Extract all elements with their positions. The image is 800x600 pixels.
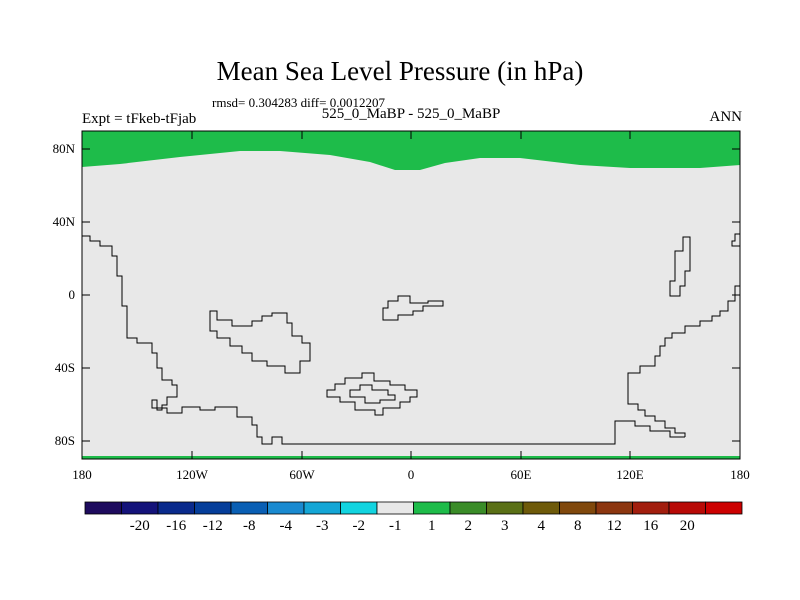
- colorbar-label: 8: [574, 518, 582, 534]
- axis-ticks: [81, 131, 741, 459]
- island-central-north: [382, 295, 444, 321]
- colorbar-swatch: [413, 501, 451, 515]
- lat-label-40s: 40S: [54, 360, 75, 375]
- colorbar-swatch: [303, 501, 341, 515]
- lon-label-180e: 180: [730, 467, 750, 482]
- coastlines: [82, 233, 740, 445]
- colorbar-swatch: [595, 501, 633, 515]
- lon-label-60w: 60W: [289, 467, 315, 482]
- island-central-south-inner: [349, 384, 396, 404]
- continent-east: [627, 285, 740, 437]
- lat-label-80s: 80S: [54, 433, 75, 448]
- colorbar-label: 16: [643, 518, 659, 534]
- colorbar-swatch: [449, 501, 487, 515]
- lon-label-0: 0: [407, 467, 415, 482]
- colorbar-swatch: [705, 501, 743, 515]
- colorbar: [84, 501, 743, 515]
- north-positive-band: [82, 131, 740, 170]
- colorbar-swatch: [376, 501, 414, 515]
- season-label: ANN: [709, 109, 743, 125]
- colorbar-swatch: [121, 501, 159, 515]
- lat-label-80n: 80N: [52, 141, 75, 156]
- colorbar-swatch: [668, 501, 706, 515]
- colorbar-swatch: [340, 501, 378, 515]
- colorbar-swatch: [559, 501, 597, 515]
- colorbar-label: 2: [464, 518, 473, 534]
- colorbar-swatch: [522, 501, 560, 515]
- colorbar-swatch: [486, 501, 524, 515]
- lat-label-0: 0: [68, 287, 76, 302]
- colorbar-label: -16: [166, 518, 187, 534]
- lon-label-120w: 120W: [176, 467, 208, 482]
- colorbar-label: -1: [389, 518, 402, 534]
- period-label: 525_0_MaBP - 525_0_MaBP: [321, 106, 501, 122]
- colorbar-label: -4: [279, 518, 293, 534]
- colorbar-label: 3: [501, 518, 509, 534]
- colorbar-swatch: [267, 501, 305, 515]
- colorbar-label: -12: [202, 518, 223, 534]
- colorbar-label: 20: [679, 518, 695, 534]
- island-east: [669, 236, 691, 297]
- lat-label-40n: 40N: [52, 214, 75, 229]
- island-west-central: [209, 310, 311, 374]
- colorbar-swatch: [632, 501, 670, 515]
- colorbar-label: -8: [243, 518, 256, 534]
- colorbar-label: -3: [316, 518, 329, 534]
- stats-text: rmsd= 0.304283 diff= 0.0012207: [212, 95, 385, 110]
- colorbar-label: 4: [537, 518, 546, 534]
- experiment-label: Expt = tFkeb-tFjab: [82, 111, 197, 127]
- colorbar-swatch: [194, 501, 232, 515]
- lon-label-60e: 60E: [510, 467, 532, 482]
- colorbar-label: -20: [129, 518, 150, 534]
- colorbar-swatch: [157, 501, 195, 515]
- lon-label-120e: 120E: [616, 467, 644, 482]
- colorbar-label: 1: [428, 518, 436, 534]
- lon-label-180w: 180: [72, 467, 92, 482]
- colorbar-swatch: [230, 501, 268, 515]
- colorbar-label: 12: [606, 518, 622, 534]
- map-title: Mean Sea Level Pressure (in hPa): [216, 56, 584, 86]
- continent-west: [82, 235, 685, 445]
- island-central-south: [326, 372, 418, 416]
- continent-east-upper: [731, 233, 740, 247]
- colorbar-label: -2: [352, 518, 366, 534]
- colorbar-swatch: [84, 501, 122, 515]
